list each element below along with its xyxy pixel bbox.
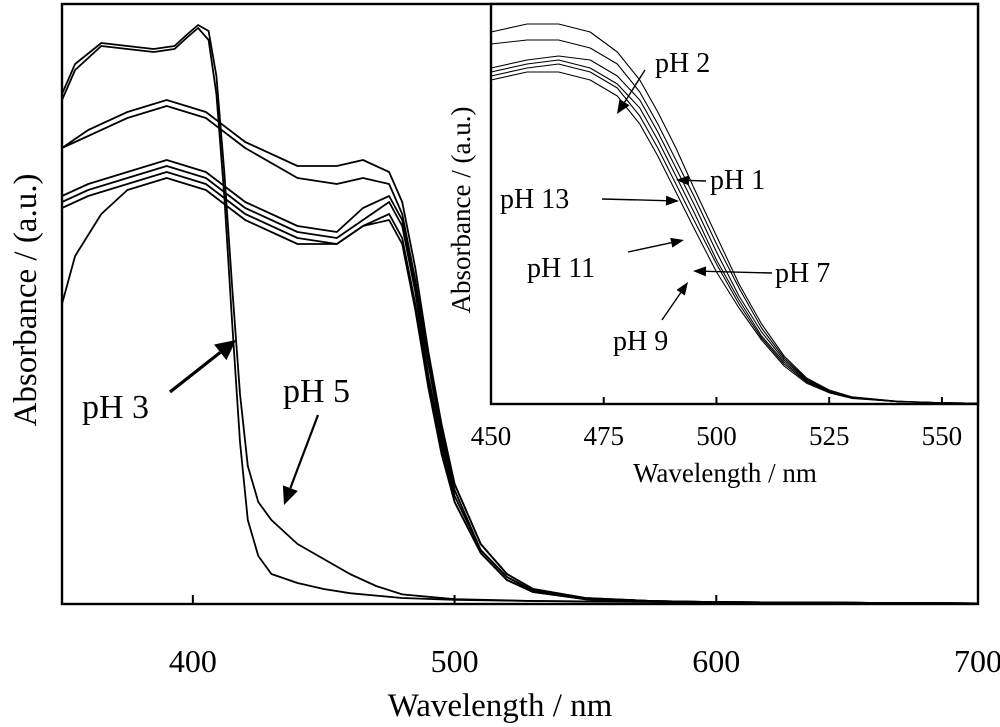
inset-plot-frame xyxy=(489,2,980,406)
inset-annotation-ph-1-arrow-head xyxy=(676,175,690,186)
inset-annotation-ph-2-arrow-line xyxy=(623,69,646,103)
inset-background xyxy=(491,4,978,404)
inset-x-tick-label-525: 525 xyxy=(809,421,850,451)
main-x-axis-label: Wavelength / nm xyxy=(388,688,613,724)
main-series-ph-5 xyxy=(61,24,979,605)
inset-annotation-ph-13-arrow-head xyxy=(665,195,679,206)
inset-annotation-ph-11-arrow-head xyxy=(670,237,684,248)
inset-annotation-ph-9: pH 9 xyxy=(613,326,668,357)
inset-annotation-ph-13: pH 13 xyxy=(500,184,569,215)
main-annotation-ph-5: pH 5 xyxy=(283,373,350,410)
inset-annotation-ph-7-arrow-head xyxy=(693,266,707,277)
main-x-tick-label-500: 500 xyxy=(431,643,479,679)
inset-x-tick-label-550: 550 xyxy=(922,421,963,451)
inset-plot: 450 475 500 525 550 Wavelength / nm Absorbance… xyxy=(446,2,980,488)
inset-annotation-ph-2: pH 2 xyxy=(655,48,710,79)
inset-y-axis-label: Absorbance / (a.u.) xyxy=(446,107,476,314)
inset-annotation-ph-7-arrow-line xyxy=(705,270,773,274)
inset-annotation-ph-13-arrow-line xyxy=(601,198,667,202)
inset-annotation-ph-11: pH 11 xyxy=(527,253,595,284)
main-x-tick-label-600: 600 xyxy=(692,643,740,679)
main-series-ph-13 xyxy=(61,177,979,605)
main-y-axis-label: Absorbance / (a.u.) xyxy=(8,174,44,427)
inset-annotation-ph-1-arrow-line xyxy=(688,179,707,182)
inset-annotation-ph-11-arrow-line xyxy=(627,242,672,253)
main-x-tick-label-400: 400 xyxy=(169,643,217,679)
main-annotation-ph-5-arrow-line xyxy=(289,414,320,489)
inset-x-axis-label: Wavelength / nm xyxy=(633,458,817,488)
inset-annotation-ph-2-arrow-head xyxy=(617,98,630,114)
inset-x-tick-label-500: 500 xyxy=(696,421,737,451)
inset-annotation-ph-7: pH 7 xyxy=(775,258,830,289)
main-annotation-ph-3-arrow-line xyxy=(169,351,222,394)
main-annotation-ph-5-arrow-head xyxy=(282,485,298,505)
inset-annotation-ph-9-arrow-head xyxy=(676,282,688,296)
main-plot: 400 500 600 700 Wavelength / nm Absorbance / … xyxy=(8,2,1000,724)
main-annotation-ph-3-arrow-head xyxy=(214,340,236,361)
main-annotation-ph-3: pH 3 xyxy=(82,389,149,426)
main-x-tick-label-700: 700 xyxy=(954,643,1000,679)
inset-annotation-ph-9-arrow-line xyxy=(661,292,682,321)
inset-x-tick-label-450: 450 xyxy=(471,421,512,451)
inset-annotation-ph-1: pH 1 xyxy=(710,165,765,196)
inset-x-tick-label-475: 475 xyxy=(583,421,624,451)
